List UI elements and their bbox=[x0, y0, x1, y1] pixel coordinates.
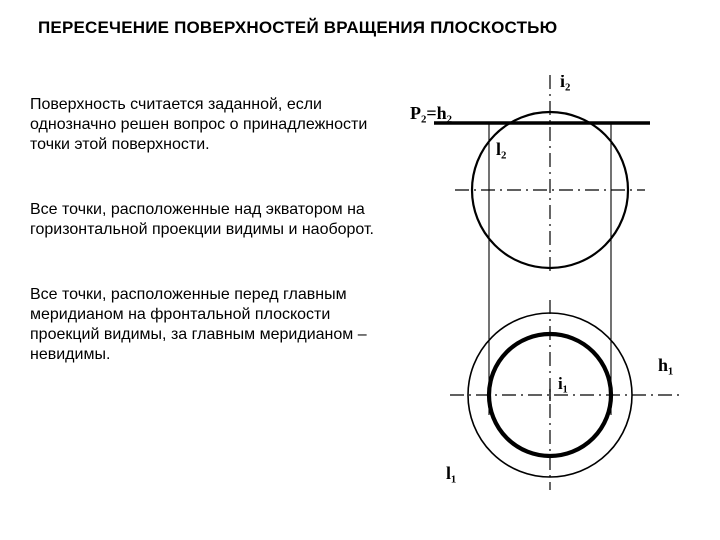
label-i2: i₂ bbox=[560, 75, 570, 91]
paragraph-1: Поверхность считается заданной, если одн… bbox=[30, 95, 390, 155]
label-h1: h₁ bbox=[658, 355, 673, 375]
label-l2: l₂ bbox=[496, 139, 506, 159]
paragraph-3: Все точки, расположенные перед главным м… bbox=[30, 285, 390, 365]
page-title: ПЕРЕСЕЧЕНИЕ ПОВЕРХНОСТЕЙ ВРАЩЕНИЯ ПЛОСКО… bbox=[38, 18, 690, 38]
technical-diagram: P₂=h₂ i₂ l₂ i₁ l₁ h₁ bbox=[400, 75, 700, 505]
label-i1: i₁ bbox=[558, 374, 568, 393]
paragraph-2: Все точки, расположенные над экватором н… bbox=[30, 200, 390, 240]
label-l1: l₁ bbox=[446, 463, 456, 483]
label-p2h2: P₂=h₂ bbox=[410, 103, 452, 123]
